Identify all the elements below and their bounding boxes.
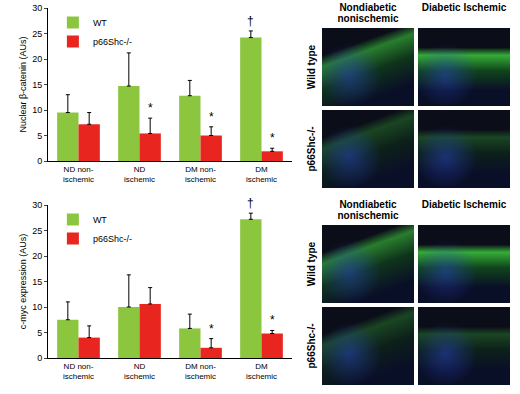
html-text:Diabetic Ischemic: Diabetic Ischemic bbox=[421, 199, 507, 210]
html-text:Wild type: Wild type bbox=[305, 44, 317, 90]
html-text:Nondiabetic nonischemic: Nondiabetic nonischemic bbox=[337, 199, 399, 221]
svg-text:†: † bbox=[247, 197, 254, 210]
svg-text:DMischemic: DMischemic bbox=[246, 165, 277, 184]
html-text:Wild type: Wild type bbox=[305, 241, 317, 287]
svg-text:p66Shc-/-: p66Shc-/- bbox=[93, 37, 132, 47]
svg-text:30: 30 bbox=[32, 3, 42, 13]
svg-text:15: 15 bbox=[32, 277, 42, 287]
svg-text:ND non-ischemic: ND non-ischemic bbox=[63, 165, 94, 184]
html-text:p66Shc-/-: p66Shc-/- bbox=[305, 126, 317, 172]
svg-text:ND non-ischemic: ND non-ischemic bbox=[63, 362, 94, 381]
svg-text:WT: WT bbox=[93, 18, 107, 28]
svg-text:20: 20 bbox=[32, 251, 42, 261]
svg-text:*: * bbox=[209, 110, 214, 124]
svg-text:0: 0 bbox=[37, 156, 42, 166]
svg-text:c-myc expression (AUs): c-myc expression (AUs) bbox=[18, 234, 28, 330]
svg-text:WT: WT bbox=[93, 215, 107, 225]
svg-text:20: 20 bbox=[32, 54, 42, 64]
svg-text:0: 0 bbox=[37, 353, 42, 363]
svg-text:5: 5 bbox=[37, 328, 42, 338]
svg-text:*: * bbox=[209, 322, 214, 336]
svg-text:10: 10 bbox=[32, 302, 42, 312]
svg-text:p66Shc-/-: p66Shc-/- bbox=[93, 234, 132, 244]
svg-text:NDischemic: NDischemic bbox=[124, 165, 155, 184]
html-text:p66Shc-/-: p66Shc-/- bbox=[305, 323, 317, 369]
svg-text:*: * bbox=[270, 313, 275, 327]
svg-text:*: * bbox=[148, 101, 153, 115]
svg-text:15: 15 bbox=[32, 80, 42, 90]
svg-text:DM non-ischemic: DM non-ischemic bbox=[185, 165, 216, 184]
svg-text:Nuclear β-catenin (AUs): Nuclear β-catenin (AUs) bbox=[18, 36, 28, 132]
svg-text:5: 5 bbox=[37, 131, 42, 141]
html-text:Nondiabetic nonischemic: Nondiabetic nonischemic bbox=[337, 2, 399, 24]
svg-text:DMischemic: DMischemic bbox=[246, 362, 277, 381]
svg-text:25: 25 bbox=[32, 226, 42, 236]
svg-text:25: 25 bbox=[32, 29, 42, 39]
svg-text:DM non-ischemic: DM non-ischemic bbox=[185, 362, 216, 381]
svg-text:*: * bbox=[270, 131, 275, 145]
svg-text:†: † bbox=[247, 14, 254, 28]
svg-text:10: 10 bbox=[32, 105, 42, 115]
svg-text:30: 30 bbox=[32, 200, 42, 210]
svg-text:NDischemic: NDischemic bbox=[124, 362, 155, 381]
html-text:Diabetic Ischemic: Diabetic Ischemic bbox=[421, 2, 507, 13]
